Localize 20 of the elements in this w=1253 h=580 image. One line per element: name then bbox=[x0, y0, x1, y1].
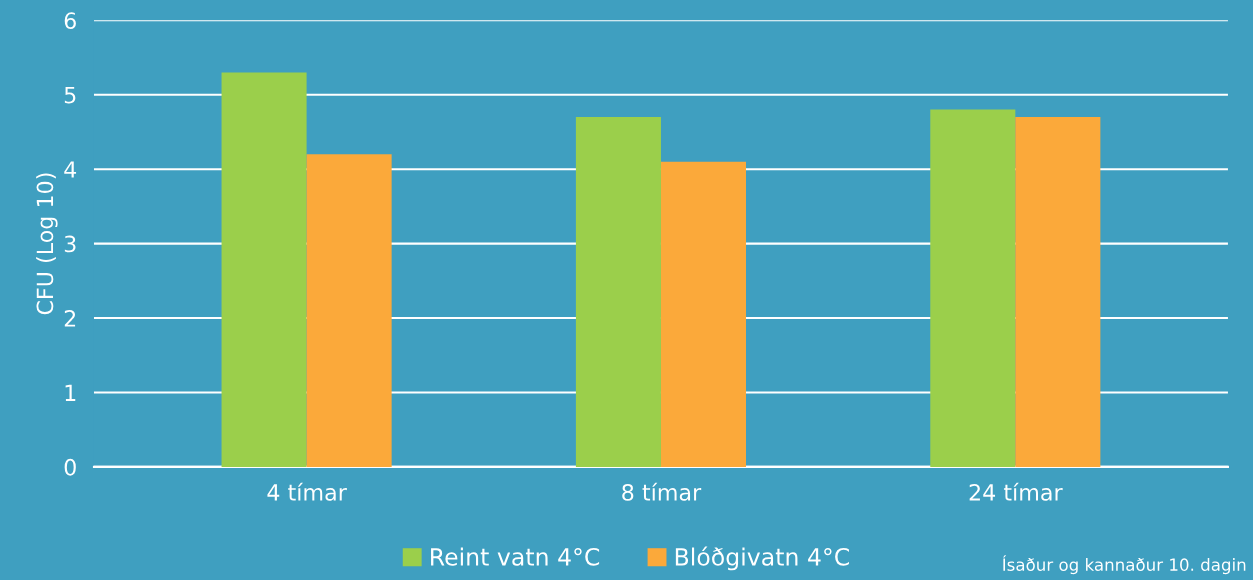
x-tick-label: 24 tímar bbox=[969, 482, 1063, 501]
y-tick-label: 3 bbox=[64, 235, 76, 253]
y-tick-label: 5 bbox=[64, 86, 76, 104]
bar bbox=[930, 109, 1016, 467]
bar bbox=[660, 161, 746, 467]
y-tick-label: 0 bbox=[64, 458, 76, 476]
y-axis-title: CFU (Log 10) bbox=[36, 173, 58, 315]
bar bbox=[575, 117, 661, 467]
y-tick-label: 1 bbox=[65, 384, 76, 401]
y-tick-label: 2 bbox=[64, 309, 76, 327]
x-tick-label: 8 tímar bbox=[622, 482, 702, 501]
bar bbox=[306, 154, 392, 467]
y-tick-label: 4 bbox=[64, 161, 77, 178]
legend-label: Reint vatn 4°C bbox=[431, 547, 600, 566]
legend-label: Blóðgivatn 4°C bbox=[675, 546, 849, 571]
y-tick-label: 6 bbox=[64, 12, 76, 30]
x-tick-label: 4 tímar bbox=[267, 482, 347, 501]
text: Ísaður og kannaður 10. dagin bbox=[1003, 555, 1246, 575]
bar bbox=[1015, 117, 1101, 467]
bar bbox=[221, 72, 307, 467]
